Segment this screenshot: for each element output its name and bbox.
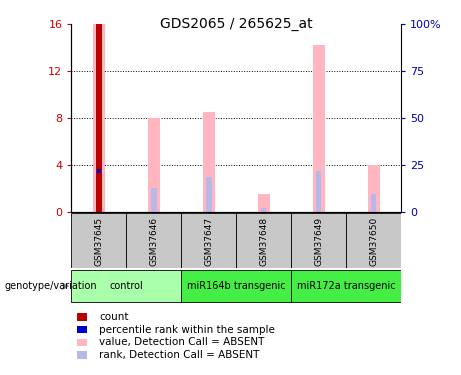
Bar — [258, 194, 270, 212]
Bar — [261, 209, 266, 212]
Bar — [151, 188, 157, 212]
Bar — [181, 213, 236, 268]
Bar — [95, 24, 102, 212]
Bar — [313, 45, 325, 212]
Bar — [316, 171, 321, 212]
Bar — [206, 177, 212, 212]
Bar — [367, 165, 380, 212]
Text: count: count — [99, 312, 129, 322]
Bar — [97, 169, 101, 173]
Text: control: control — [110, 281, 143, 291]
Bar — [291, 213, 346, 268]
Bar — [96, 171, 102, 212]
Bar — [71, 213, 126, 268]
Bar — [93, 24, 105, 212]
Text: percentile rank within the sample: percentile rank within the sample — [99, 325, 275, 334]
Text: rank, Detection Call = ABSENT: rank, Detection Call = ABSENT — [99, 350, 260, 360]
Bar — [203, 112, 215, 212]
Bar — [346, 213, 401, 268]
Bar — [291, 270, 401, 302]
Text: genotype/variation: genotype/variation — [5, 281, 97, 291]
Text: GSM37646: GSM37646 — [149, 217, 159, 266]
Text: miR164b transgenic: miR164b transgenic — [187, 281, 285, 291]
Bar — [148, 118, 160, 212]
Text: GSM37647: GSM37647 — [204, 217, 213, 266]
Text: GSM37648: GSM37648 — [259, 217, 268, 266]
Text: GDS2065 / 265625_at: GDS2065 / 265625_at — [160, 17, 313, 31]
Bar — [236, 213, 291, 268]
Bar — [126, 213, 181, 268]
Bar — [181, 270, 291, 302]
Text: miR172a transgenic: miR172a transgenic — [297, 281, 396, 291]
Bar — [71, 270, 181, 302]
Text: GSM37650: GSM37650 — [369, 217, 378, 266]
Text: GSM37649: GSM37649 — [314, 217, 323, 266]
Text: GSM37645: GSM37645 — [95, 217, 103, 266]
Bar — [371, 194, 376, 212]
Text: value, Detection Call = ABSENT: value, Detection Call = ABSENT — [99, 338, 265, 347]
